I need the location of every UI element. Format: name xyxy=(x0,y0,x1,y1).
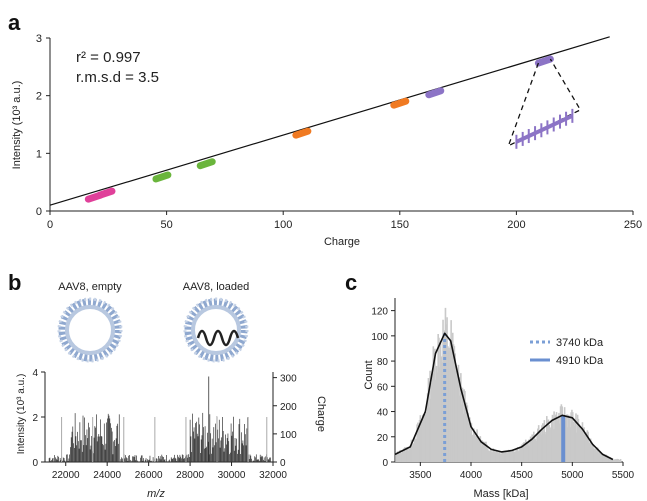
panel-b-ylabel-right: Charge xyxy=(315,396,327,432)
panel-a-x-tick-label: 50 xyxy=(160,219,172,231)
panel-a-y-tick-label: 3 xyxy=(36,33,42,45)
panel-a-inset xyxy=(507,58,582,149)
panel-b-y-tick-label: 4 xyxy=(32,368,38,379)
panel-c-axes: 3500 4000 4500 5000 5500 0 20 40 60 80 100 120 xyxy=(371,298,635,481)
panel-c-legend: 3740 kDa 4910 kDa xyxy=(530,337,604,367)
panel-b-xlabel: m/z xyxy=(147,488,165,500)
panel-label-a: a xyxy=(8,10,21,35)
panel-c-x-tick-label: 4500 xyxy=(511,470,534,481)
panel-b: AAV8, empty AAV8, loaded 22000 24000 26000… xyxy=(16,281,327,500)
panel-c-y-tick-label: 120 xyxy=(371,307,388,318)
panel-c-y-tick-label: 60 xyxy=(377,382,389,393)
panel-c-x-tick-label: 5000 xyxy=(561,470,584,481)
panel-a-y-tick-label: 2 xyxy=(36,91,42,103)
panel-c-peak-markers xyxy=(443,333,566,462)
panel-a-xlabel: Charge xyxy=(324,236,360,248)
panel-b-y2-tick-label: 300 xyxy=(280,374,297,385)
panel-b-label-loaded: AAV8, loaded xyxy=(183,281,249,293)
panel-a: 0 50 100 150 200 250 0 1 2 3 r² = 0.997 r.m.s.d =… xyxy=(11,33,642,248)
panel-c: 3500 4000 4500 5000 5500 0 20 40 60 80 100 120 3740… xyxy=(363,298,635,500)
data-point-cluster xyxy=(425,87,445,99)
panel-c-x-tick-label: 5500 xyxy=(612,470,635,481)
panel-b-x-tick-label: 32000 xyxy=(259,470,287,481)
legend-label-4910: 4910 kDa xyxy=(556,355,604,367)
panel-a-x-tick-label: 150 xyxy=(391,219,409,231)
data-point-cluster xyxy=(390,97,410,109)
capsid-empty-illustration xyxy=(59,299,121,361)
panel-c-fit-curve xyxy=(394,332,614,461)
panel-c-xlabel: Mass [kDa] xyxy=(473,488,528,500)
panel-b-spectrum xyxy=(48,376,271,462)
panel-a-axes: 0 50 100 150 200 250 0 1 2 3 xyxy=(36,33,642,231)
panel-b-y-tick-label: 0 xyxy=(32,458,38,469)
panel-a-fit-line xyxy=(49,36,610,206)
panel-label-c: c xyxy=(345,270,357,295)
legend-label-3740: 3740 kDa xyxy=(556,337,604,349)
panel-a-annotation-rmsd: r.m.s.d = 3.5 xyxy=(76,69,159,86)
panel-b-x-tick-label: 30000 xyxy=(218,470,246,481)
data-point-cluster xyxy=(96,187,116,199)
panel-c-x-tick-label: 3500 xyxy=(409,470,432,481)
panel-a-y-tick-label: 1 xyxy=(36,148,42,160)
panel-b-ylabel-left: Intensity (10³ a.u.) xyxy=(16,374,27,455)
panel-a-data-points xyxy=(84,55,554,203)
panel-b-axes: 22000 24000 26000 28000 30000 320000240100200… xyxy=(32,368,297,481)
data-point-cluster xyxy=(196,158,216,170)
panel-c-y-tick-label: 80 xyxy=(377,357,389,368)
panel-b-y2-tick-label: 100 xyxy=(280,430,297,441)
panel-b-y2-tick-label: 0 xyxy=(280,458,286,469)
fit-curve xyxy=(394,332,614,461)
panel-a-x-tick-label: 200 xyxy=(507,219,525,231)
panel-c-y-tick-label: 40 xyxy=(377,408,389,419)
inset-band xyxy=(515,114,574,144)
panel-c-x-tick-label: 4000 xyxy=(460,470,483,481)
panel-a-x-tick-label: 0 xyxy=(47,219,53,231)
inset-zoom-outline xyxy=(507,58,582,148)
data-point-cluster xyxy=(292,127,312,139)
panel-b-x-tick-label: 24000 xyxy=(93,470,121,481)
panel-c-ylabel: Count xyxy=(363,360,375,389)
panel-a-ylabel: Intensity (10³ a.u.) xyxy=(11,81,23,170)
panel-b-y2-tick-label: 200 xyxy=(280,402,297,413)
panel-label-b: b xyxy=(8,270,21,295)
panel-b-x-tick-label: 28000 xyxy=(176,470,204,481)
data-point-cluster xyxy=(534,55,554,67)
capsid-loaded-illustration xyxy=(185,299,247,361)
panel-b-x-tick-label: 26000 xyxy=(135,470,163,481)
panel-c-y-tick-label: 100 xyxy=(371,332,388,343)
panel-a-x-tick-label: 100 xyxy=(274,219,292,231)
panel-a-y-tick-label: 0 xyxy=(36,206,42,218)
panel-a-x-tick-label: 250 xyxy=(624,219,642,231)
fit-line xyxy=(49,36,610,206)
panel-b-y-tick-label: 2 xyxy=(32,413,38,424)
panel-c-y-tick-label: 20 xyxy=(377,433,389,444)
panel-b-x-tick-label: 22000 xyxy=(52,470,80,481)
panel-c-y-tick-label: 0 xyxy=(382,458,388,469)
data-point-cluster xyxy=(152,171,172,183)
genome-squiggle-icon xyxy=(196,329,240,347)
panel-a-annotation-r2: r² = 0.997 xyxy=(76,49,141,66)
panel-b-label-empty: AAV8, empty xyxy=(58,281,122,293)
